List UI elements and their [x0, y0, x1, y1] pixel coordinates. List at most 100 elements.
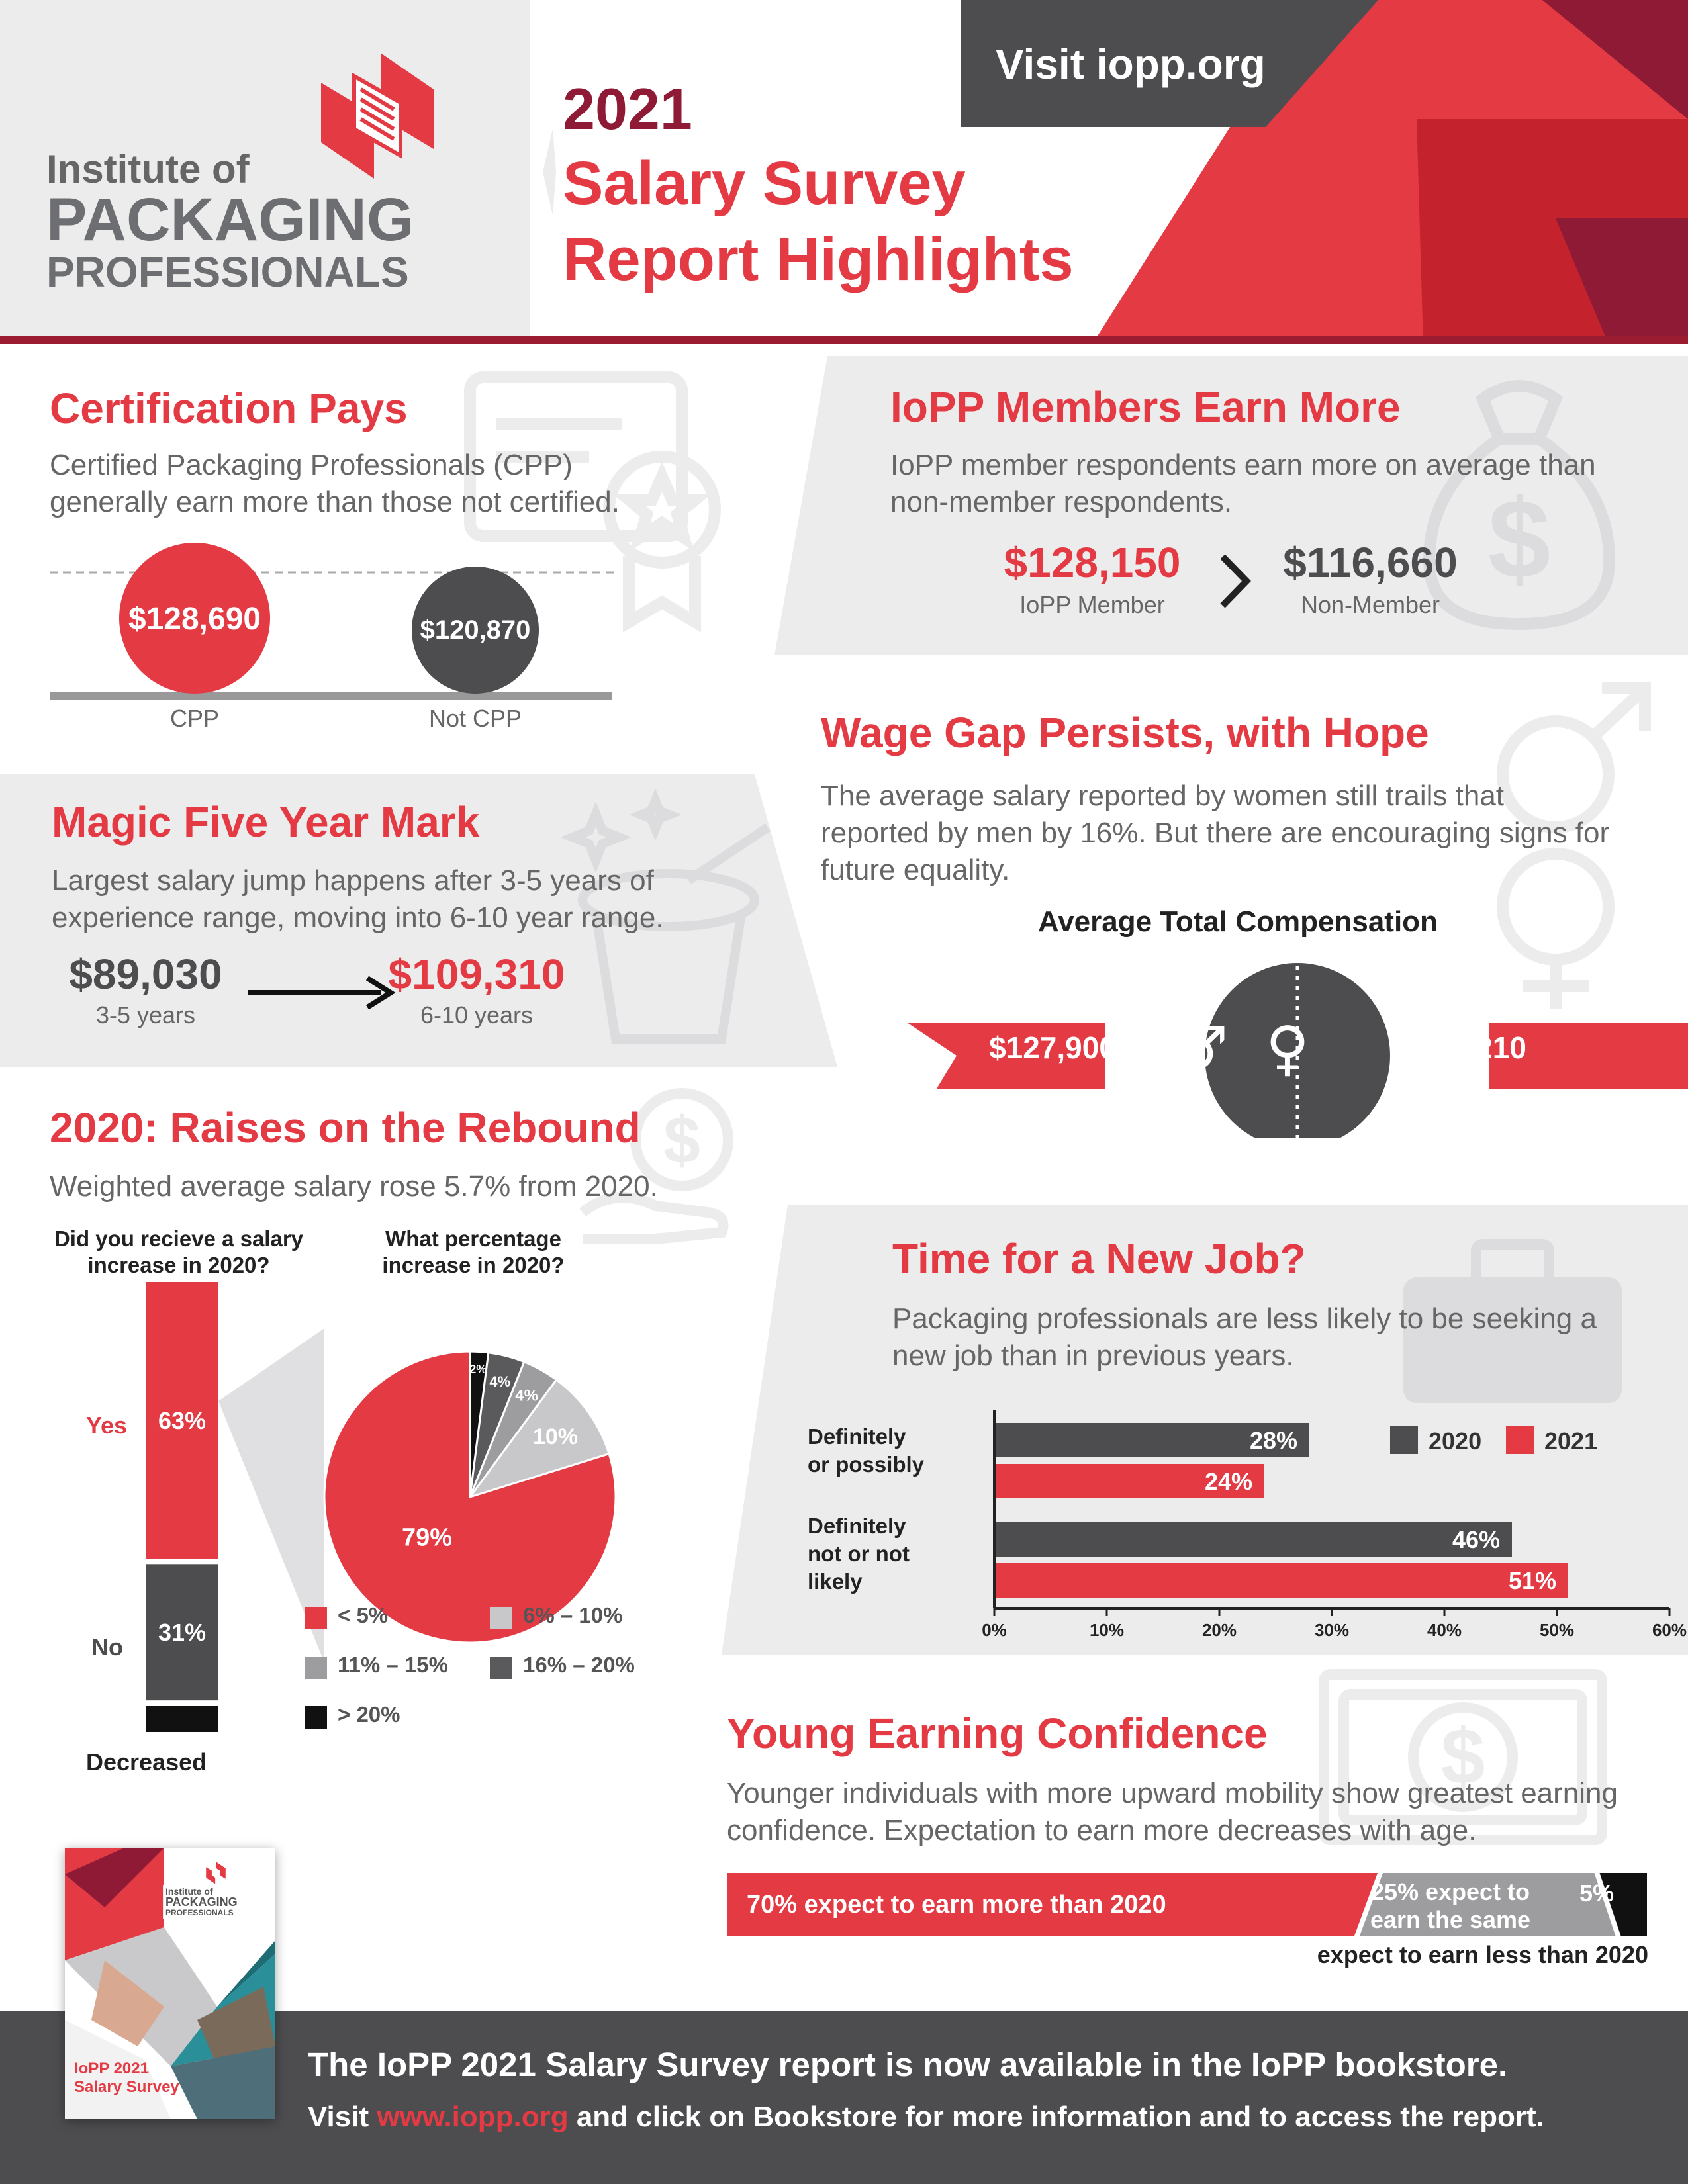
- bar-no-label: No: [91, 1633, 123, 1661]
- visit-banner[interactable]: Visit iopp.org: [961, 0, 1378, 127]
- raises-text: Weighted average salary rose 5.7% from 2…: [50, 1170, 658, 1203]
- org-name: Institute of PACKAGING PROFESSIONALS: [46, 149, 414, 295]
- legend-swatch: [305, 1706, 327, 1729]
- raise-bar-no: [146, 1564, 218, 1701]
- pie-slice-label: 4%: [489, 1373, 510, 1390]
- job-legend-swatch: [1390, 1426, 1418, 1454]
- member-value: $128,150: [1004, 539, 1181, 586]
- arrow-right-icon: [248, 976, 396, 1010]
- raises-section: $ 2020: Raises on the Rebound Weighted a…: [0, 1067, 781, 1795]
- pie-slice-label: 79%: [402, 1524, 452, 1551]
- category-1-label: Definitely or possibly: [808, 1423, 924, 1479]
- report-cover-org: Institute of PACKAGING PROFESSIONALS: [163, 1885, 240, 1919]
- confidence-seg2-label: 25% expect to earn the same: [1354, 1878, 1546, 1934]
- new-job-title: Time for a New Job?: [892, 1235, 1306, 1283]
- job-legend-swatch: [1506, 1426, 1534, 1454]
- category-2-label: Definitely not or not likely: [808, 1512, 910, 1596]
- job-bar-2020: [994, 1423, 1309, 1457]
- legend-swatch: [490, 1607, 512, 1629]
- report-cover-org1: Institute of: [165, 1886, 213, 1897]
- raise-bar-value: 31%: [158, 1619, 206, 1646]
- legend-label: 6% – 10%: [523, 1603, 623, 1627]
- confidence-text: Younger individuals with more upward mob…: [727, 1777, 1618, 1846]
- footer-line2: Visit www.iopp.org and click on Bookstor…: [308, 2101, 1544, 2134]
- decreased-label: Decreased: [86, 1749, 207, 1776]
- money-bag-icon: $: [1423, 380, 1615, 631]
- confidence-seg3-caption: expect to earn less than 2020: [1317, 1941, 1648, 1968]
- five-year-title: Magic Five Year Mark: [52, 798, 480, 846]
- female-symbol-icon: ♀: [1266, 1014, 1309, 1083]
- report-title-line2: Report Highlights: [563, 226, 1074, 293]
- confidence-seg2-line1: 25% expect to: [1370, 1878, 1530, 1905]
- iopp-logo-icon: [321, 53, 434, 179]
- confidence-seg1-label: 70% expect to earn more than 2020: [747, 1891, 1166, 1919]
- report-cover-org2: PACKAGING: [165, 1895, 238, 1909]
- member-label: IoPP Member: [1019, 591, 1165, 618]
- pie-slice: [467, 1378, 610, 1499]
- visit-banner-shape: [961, 0, 1378, 127]
- male-salary-banner: [907, 1023, 1105, 1089]
- report-cover-title1: IoPP 2021: [74, 2060, 149, 2077]
- members-band: [774, 356, 1688, 655]
- legend-swatch: [305, 1657, 327, 1679]
- briefcase-icon: [1403, 1239, 1622, 1403]
- certification-title: Certification Pays: [50, 385, 408, 432]
- footer-link[interactable]: www.iopp.org: [377, 2101, 569, 2133]
- org-line1: Institute of: [46, 147, 250, 191]
- pie-slice-label: 4%: [515, 1387, 538, 1405]
- dollar-bill-icon: $: [1319, 1669, 1607, 1845]
- new-job-chart: 28% 24% 46% 51% 0% 10% 20% 30% 40% 50% 60% 2020 20…: [982, 1410, 1687, 1640]
- org-line2: PACKAGING: [46, 186, 414, 253]
- certification-chart: [50, 543, 616, 700]
- svg-text:$: $: [1441, 1712, 1485, 1801]
- magic-hat-icon: [560, 788, 771, 1044]
- new-job-text: Packaging professionals are less likely …: [892, 1302, 1597, 1372]
- five-year-section: Magic Five Year Mark Largest salary jump…: [0, 774, 841, 1067]
- male-symbol-icon: ♂: [1174, 1014, 1229, 1083]
- female-salary-text: $109,210: [1399, 1030, 1526, 1065]
- job-legend-label: 2020: [1429, 1428, 1481, 1455]
- report-year: 2021: [563, 76, 692, 142]
- category-1-line2: or possibly: [808, 1452, 925, 1477]
- confidence-seg2-line2: earn the same: [1370, 1906, 1531, 1933]
- confidence-title: Young Earning Confidence: [727, 1709, 1268, 1757]
- confidence-seg-less: [1599, 1873, 1647, 1936]
- job-bar-value: 51%: [1509, 1567, 1556, 1594]
- not-cpp-circle: [412, 567, 539, 694]
- bar-yes-label: Yes: [86, 1412, 128, 1439]
- report-title: 2021 Salary Survey Report Highlights: [563, 73, 1074, 298]
- report-cover-art: [65, 1848, 275, 2119]
- report-title-line1: Salary Survey: [563, 150, 966, 217]
- job-tick-label: 40%: [1427, 1620, 1462, 1640]
- five-year-to-value: $109,310: [388, 950, 565, 998]
- pie-slice-label: 10%: [533, 1424, 578, 1449]
- visit-link[interactable]: Visit iopp.org: [996, 40, 1266, 88]
- question-increase: Did you recieve a salary increase in 202…: [54, 1226, 304, 1277]
- report-cover-logo-icon: [206, 1862, 226, 1884]
- hand-dollar-icon: $: [579, 1088, 733, 1244]
- job-bar-2020: [994, 1522, 1512, 1557]
- callout-wedge: [218, 1328, 324, 1662]
- greater-than-icon: [1220, 554, 1251, 608]
- wage-gap-graphic: [907, 963, 1688, 1138]
- pie-slice: [323, 1350, 617, 1644]
- category-2-line3: likely: [808, 1569, 863, 1594]
- wage-gap-text: The average salary reported by women sti…: [821, 780, 1610, 886]
- confidence-section: $ Young Earning Confidence Younger indiv…: [722, 1655, 1688, 1999]
- job-tick-label: 50%: [1540, 1620, 1574, 1640]
- legend-label: 11% – 15%: [338, 1653, 448, 1677]
- five-year-from-label: 3-5 years: [95, 1001, 196, 1028]
- job-bar-2021: [994, 1464, 1264, 1498]
- job-bar-2021: [994, 1563, 1568, 1598]
- certification-section: Certification Pays Certified Packaging P…: [0, 344, 781, 774]
- footer-line1: The IoPP 2021 Salary Survey report is no…: [308, 2046, 1508, 2083]
- header: Institute of PACKAGING PROFESSIONALS 202…: [0, 0, 1688, 344]
- job-tick-label: 0%: [982, 1620, 1007, 1640]
- legend-swatch: [490, 1657, 512, 1679]
- confidence-seg-same: [1360, 1873, 1616, 1936]
- report-cover-title: IoPP 2021 Salary Survey: [74, 2060, 179, 2097]
- header-background: [0, 0, 1688, 344]
- footer: The IoPP 2021 Salary Survey report is no…: [0, 2011, 1688, 2184]
- report-cover[interactable]: Institute of PACKAGING PROFESSIONALS IoP…: [65, 1848, 275, 2119]
- confidence-bar: [727, 1873, 1647, 1936]
